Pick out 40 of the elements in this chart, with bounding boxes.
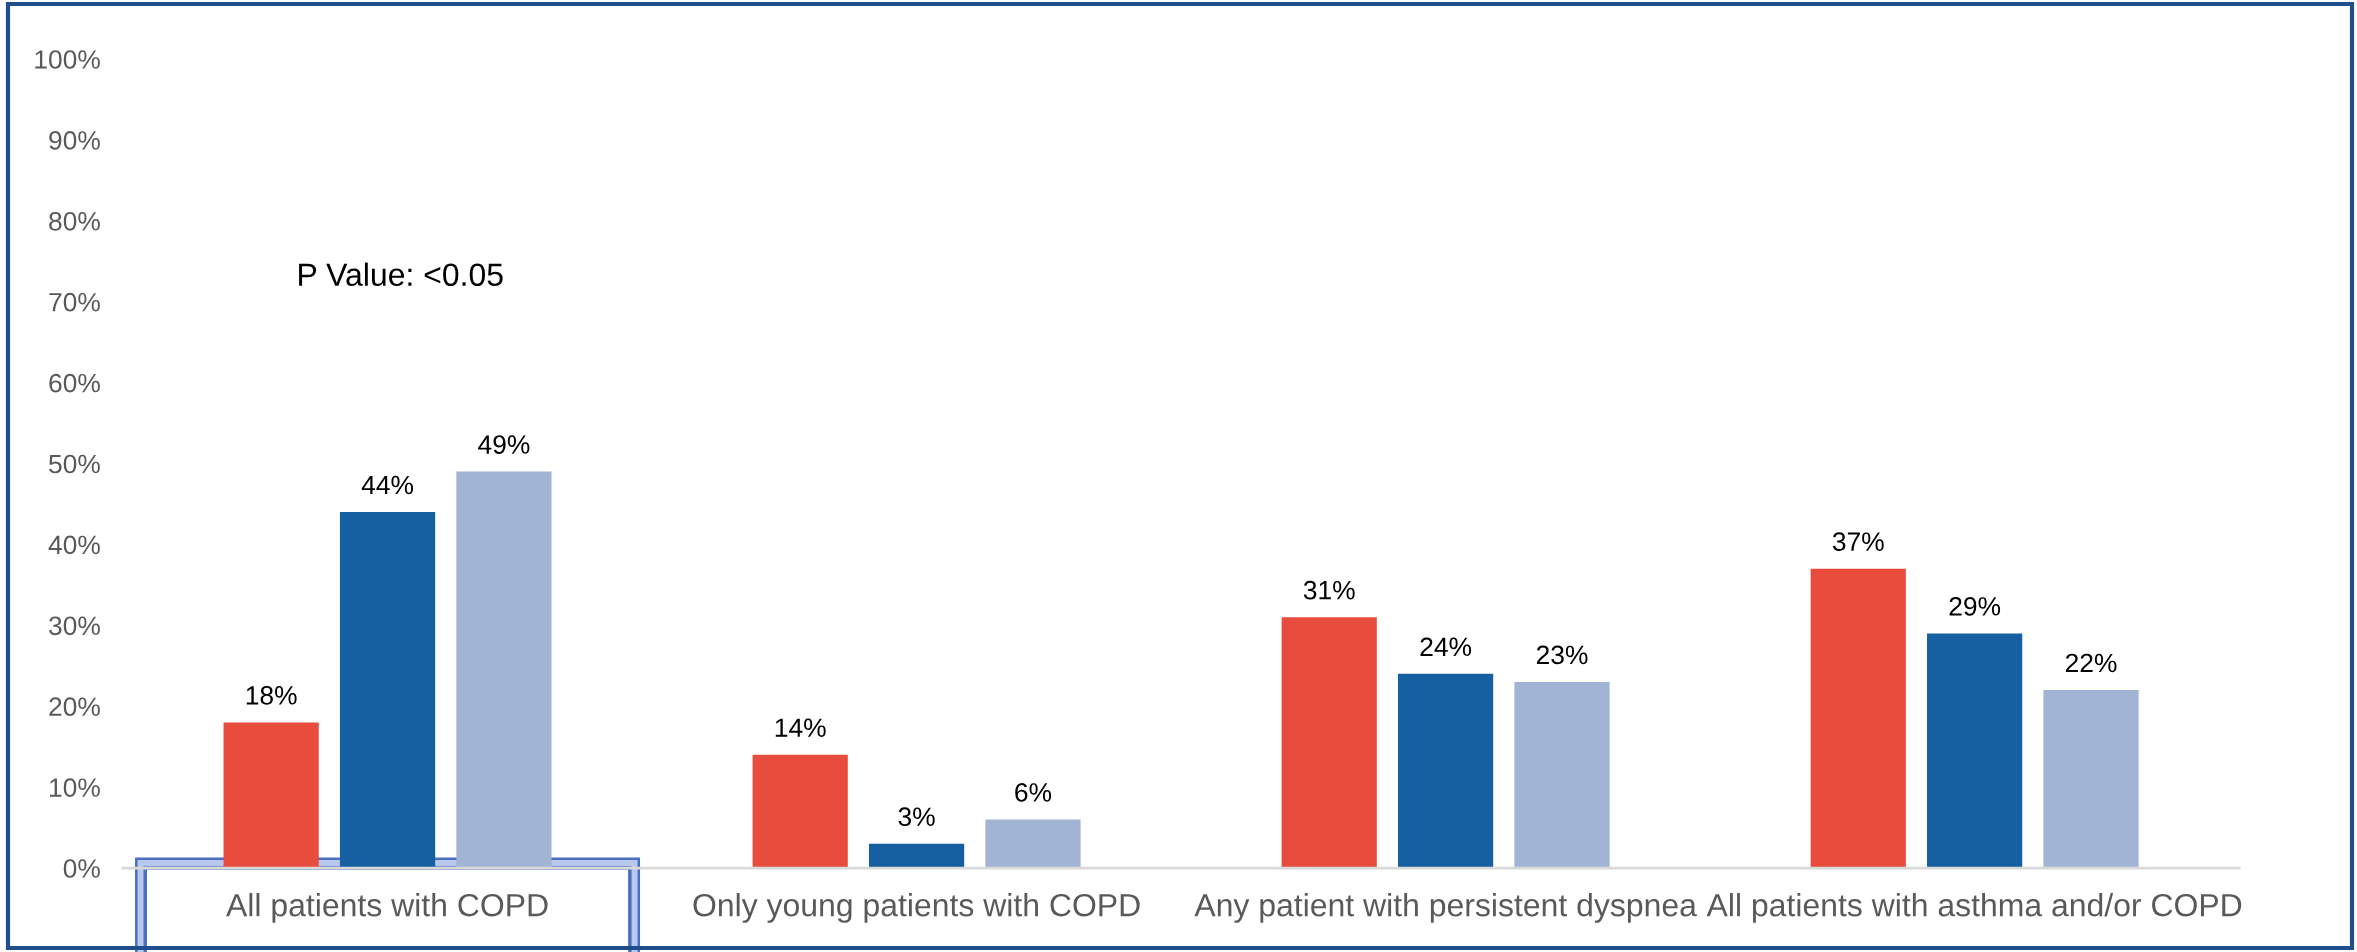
data-label: 22% bbox=[2065, 653, 2117, 673]
bar bbox=[2043, 690, 2139, 869]
data-label: 31% bbox=[1303, 580, 1355, 600]
data-label: 24% bbox=[1420, 637, 1472, 657]
y-tick-label: 60% bbox=[49, 373, 100, 393]
bar bbox=[868, 843, 965, 869]
data-label: 37% bbox=[1832, 532, 1884, 551]
data-label: 6% bbox=[1015, 783, 1052, 802]
data-label: 44% bbox=[361, 475, 414, 495]
y-tick-label: 50% bbox=[49, 454, 100, 474]
bar bbox=[985, 819, 1081, 869]
bar bbox=[456, 471, 552, 869]
x-tick-label: All patients with asthma and/or COPD bbox=[1706, 893, 2242, 923]
bar bbox=[1927, 633, 2023, 869]
x-tick-label: All patients with COPD bbox=[226, 893, 548, 923]
bar bbox=[1514, 681, 1610, 869]
data-label: 29% bbox=[1949, 597, 2001, 616]
annotation: P Value: <0.05 bbox=[299, 262, 503, 287]
bar bbox=[1397, 673, 1494, 869]
bar bbox=[339, 512, 436, 869]
y-tick-label: 20% bbox=[49, 697, 100, 717]
y-tick-label: 10% bbox=[50, 778, 100, 797]
x-tick-label: Any patient with persistent dyspnea bbox=[1194, 893, 1697, 923]
y-tick-label: 90% bbox=[49, 131, 100, 150]
y-tick-label: 80% bbox=[49, 211, 100, 231]
x-tick-label: Only young patients with COPD bbox=[693, 893, 1140, 923]
bar bbox=[1810, 568, 1906, 869]
y-tick-label: 100% bbox=[35, 50, 100, 69]
bar bbox=[1281, 617, 1377, 869]
data-label: 49% bbox=[478, 435, 530, 454]
bar bbox=[223, 722, 319, 869]
data-label: 3% bbox=[898, 807, 935, 827]
y-tick-label: 0% bbox=[63, 859, 100, 878]
data-label: 14% bbox=[775, 718, 826, 737]
y-tick-label: 40% bbox=[48, 535, 100, 555]
bar bbox=[752, 754, 848, 869]
data-label: 18% bbox=[246, 686, 297, 705]
data-label: 23% bbox=[1536, 645, 1588, 665]
y-tick-label: 30% bbox=[49, 616, 100, 636]
y-tick-label: 70% bbox=[49, 292, 100, 312]
